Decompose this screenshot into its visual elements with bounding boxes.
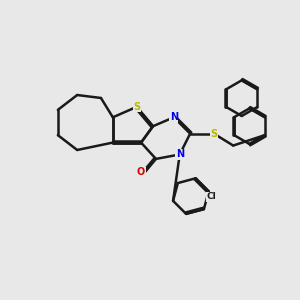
Text: S: S (133, 102, 140, 112)
Text: S: S (210, 129, 218, 139)
Text: N: N (176, 149, 184, 160)
Text: O: O (137, 167, 145, 177)
Text: N: N (170, 112, 178, 122)
Text: Cl: Cl (207, 192, 217, 201)
